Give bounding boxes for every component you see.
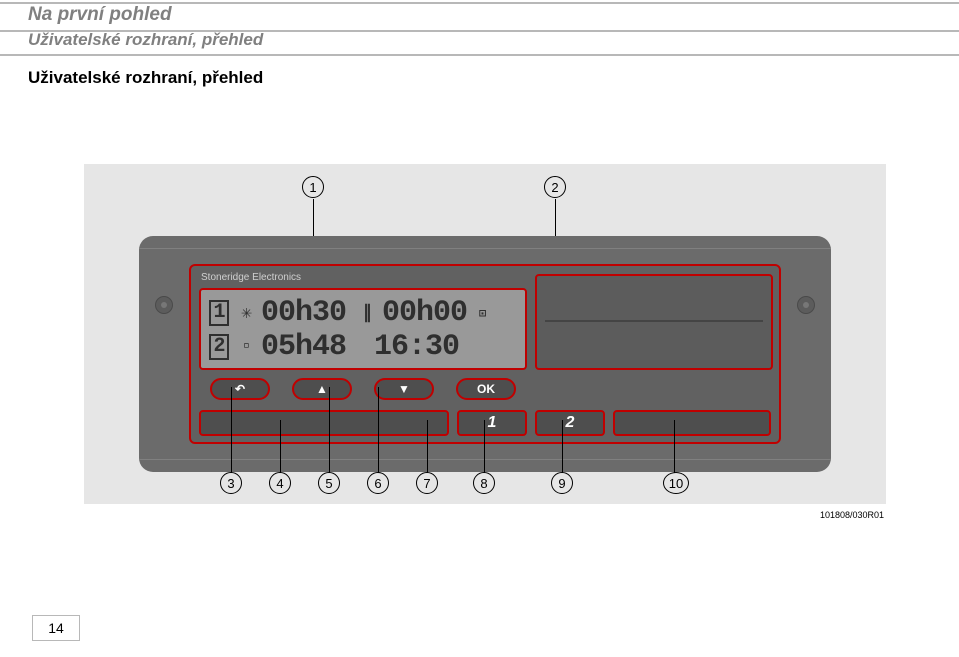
bezel-line bbox=[139, 459, 831, 460]
lcd-clock: 16:30 bbox=[374, 330, 459, 364]
lcd-display: 1 ✳ 00h30 ∥ 00h00 ⊡ 2 ▫ 05h48 16:30 bbox=[199, 288, 527, 370]
callout-3: 3 bbox=[220, 472, 242, 494]
break-icon: ∥ bbox=[358, 302, 376, 324]
driver1-indicator: 1 bbox=[209, 300, 229, 326]
screw-icon bbox=[155, 296, 173, 314]
printer-cover bbox=[535, 274, 773, 370]
page-number: 14 bbox=[32, 615, 80, 641]
card-slot-row: 1 2 bbox=[199, 410, 771, 438]
callout-line bbox=[562, 420, 563, 473]
device-front-panel: Stoneridge Electronics 1 ✳ 00h30 ∥ 00h00… bbox=[189, 264, 781, 444]
driver1-button[interactable]: 1 bbox=[457, 410, 527, 436]
brand-label: Stoneridge Electronics bbox=[201, 272, 301, 283]
up-button[interactable]: ▲ bbox=[292, 378, 352, 400]
rest-icon: ✳ bbox=[237, 302, 255, 324]
screw-icon bbox=[797, 296, 815, 314]
bezel-line bbox=[139, 248, 831, 249]
callout-line bbox=[280, 420, 281, 473]
driver2-indicator: 2 bbox=[209, 334, 229, 360]
lcd-value: 00h00 bbox=[382, 296, 467, 330]
callout-4: 4 bbox=[269, 472, 291, 494]
lcd-value: 00h30 bbox=[261, 296, 346, 330]
tachograph-device: Stoneridge Electronics 1 ✳ 00h30 ∥ 00h00… bbox=[139, 236, 831, 472]
callout-9: 9 bbox=[551, 472, 573, 494]
callout-5: 5 bbox=[318, 472, 340, 494]
callout-10: 10 bbox=[663, 472, 689, 494]
page-header: Na první pohled Uživatelské rozhraní, př… bbox=[0, 0, 959, 50]
nav-button-row: ↶ ▲ ▼ OK bbox=[199, 376, 527, 402]
callout-8: 8 bbox=[473, 472, 495, 494]
breadcrumb-level1: Na první pohled bbox=[28, 4, 959, 26]
back-icon: ↶ bbox=[235, 382, 245, 396]
callout-line bbox=[427, 420, 428, 473]
callout-line bbox=[231, 387, 232, 473]
ok-button[interactable]: OK bbox=[456, 378, 516, 400]
callout-1: 1 bbox=[302, 176, 324, 198]
available-icon: ▫ bbox=[237, 337, 255, 357]
down-button[interactable]: ▼ bbox=[374, 378, 434, 400]
breadcrumb-level2: Uživatelské rozhraní, přehled bbox=[28, 30, 959, 50]
callout-line bbox=[674, 420, 675, 473]
down-icon: ▼ bbox=[398, 382, 410, 396]
figure-panel: 1 2 Stoneridge Electronics 1 ✳ 00h30 ∥ 0… bbox=[84, 164, 886, 504]
callout-line bbox=[329, 387, 330, 473]
section-heading: Uživatelské rozhraní, přehled bbox=[28, 68, 959, 88]
rule-line bbox=[0, 2, 959, 4]
callout-6: 6 bbox=[367, 472, 389, 494]
callout-7: 7 bbox=[416, 472, 438, 494]
lcd-row-2: 2 ▫ 05h48 16:30 bbox=[209, 330, 517, 364]
up-icon: ▲ bbox=[316, 382, 328, 396]
ok-label: OK bbox=[477, 382, 495, 396]
clock-icon: ⊡ bbox=[473, 306, 491, 321]
card-slot-left[interactable] bbox=[199, 410, 449, 436]
callout-line bbox=[378, 387, 379, 473]
callout-line bbox=[484, 420, 485, 473]
card-slot-right[interactable] bbox=[613, 410, 771, 436]
lcd-value: 05h48 bbox=[261, 330, 346, 364]
figure-id: 101808/030R01 bbox=[820, 510, 884, 520]
lcd-row-1: 1 ✳ 00h30 ∥ 00h00 ⊡ bbox=[209, 296, 517, 330]
rule-line bbox=[0, 30, 959, 32]
paper-slit bbox=[545, 320, 763, 322]
back-button[interactable]: ↶ bbox=[210, 378, 270, 400]
driver2-button[interactable]: 2 bbox=[535, 410, 605, 436]
rule-line bbox=[0, 54, 959, 56]
callout-2: 2 bbox=[544, 176, 566, 198]
